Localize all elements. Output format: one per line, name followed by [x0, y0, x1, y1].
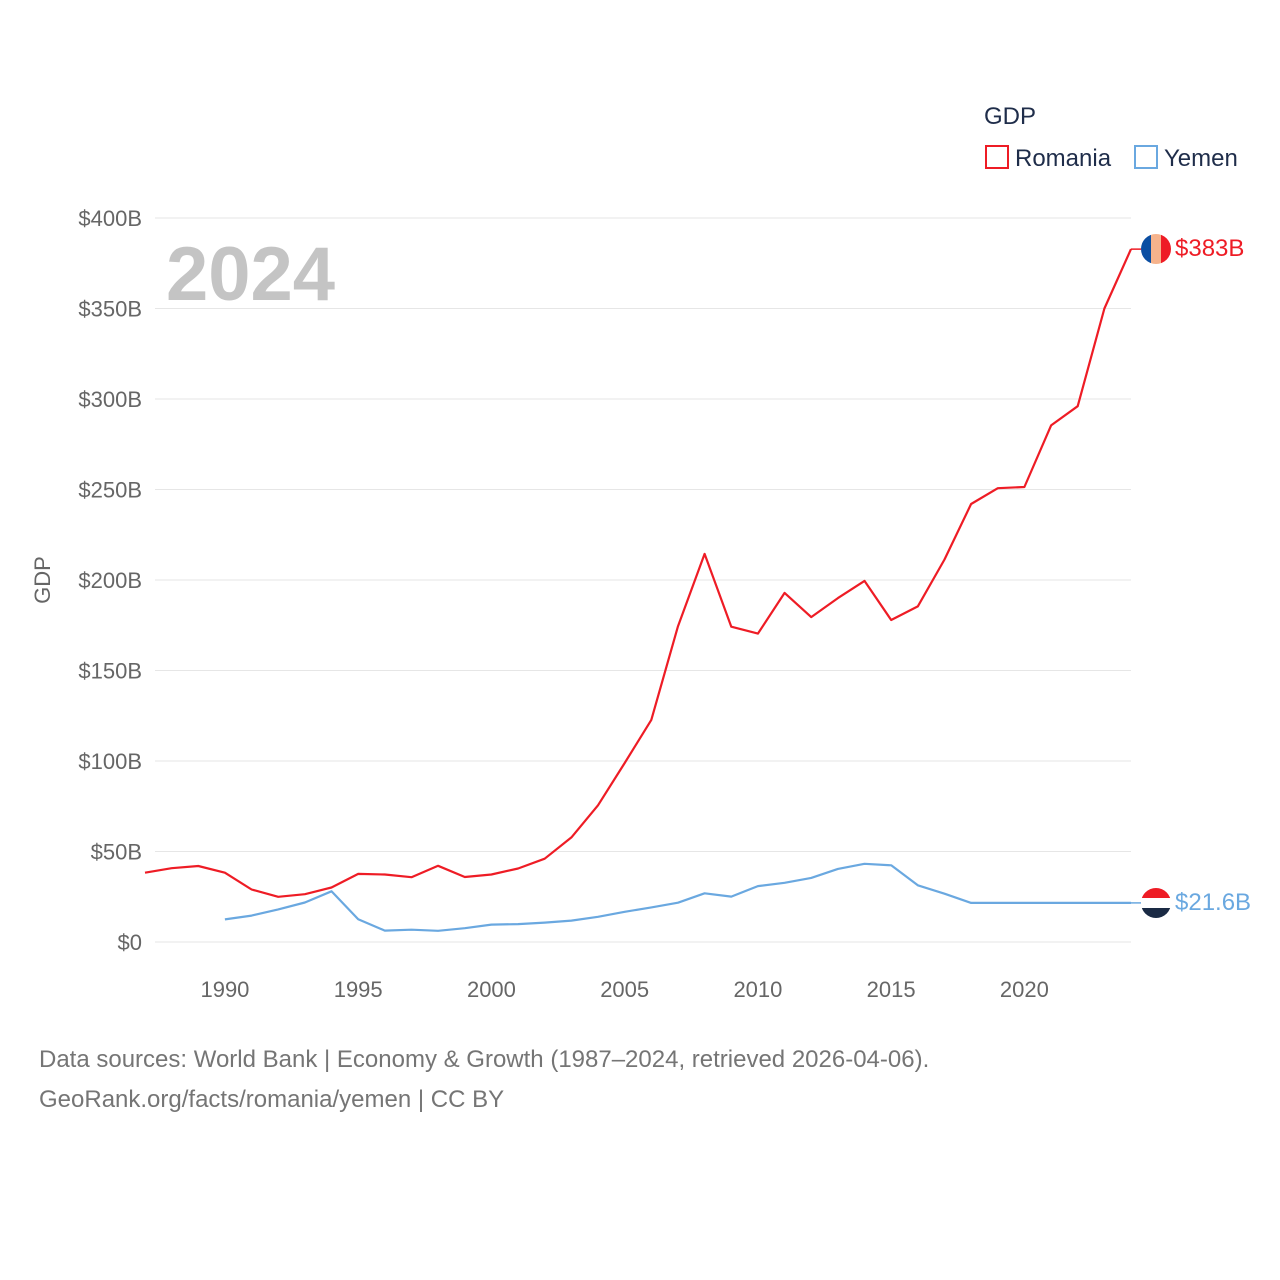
- gridlines: [155, 217, 1131, 943]
- legend-swatch-romania[interactable]: [985, 145, 1009, 169]
- romania-flag-icon: [1141, 234, 1171, 264]
- y-tick-label: $300B: [78, 387, 142, 412]
- y-tick-label: $250B: [78, 478, 142, 503]
- source-link[interactable]: GeoRank.org/facts/romania/yemen | CC BY: [39, 1086, 505, 1113]
- legend-label-yemen[interactable]: Yemen: [1164, 145, 1238, 172]
- y-axis-label: GDP: [30, 556, 55, 604]
- y-tick-label: $400B: [78, 206, 142, 231]
- y-tick-label: $350B: [78, 297, 142, 322]
- y-tick-label: $0: [118, 930, 142, 955]
- yemen-flag-icon: [1141, 888, 1171, 918]
- y-tick-label: $100B: [78, 749, 142, 774]
- x-tick-label: 2005: [600, 977, 649, 1002]
- year-watermark: 2024: [166, 232, 335, 317]
- y-axis-ticks: $0 $50B $100B $150B $200B $250B $300B $350B $400…: [78, 206, 142, 955]
- legend: GDP Romania Yemen: [984, 103, 1238, 172]
- x-tick-label: 2000: [467, 977, 516, 1002]
- data-sources-text: Data sources: World Bank | Economy & Gro…: [39, 1046, 930, 1073]
- x-tick-label: 2015: [867, 977, 916, 1002]
- y-tick-label: $150B: [78, 659, 142, 684]
- x-axis-ticks: 1990 1995 2000 2005 2010 2015 2020: [200, 977, 1048, 1002]
- series-lines: [144, 248, 1141, 932]
- footer: Data sources: World Bank | Economy & Gro…: [39, 1040, 929, 1120]
- end-label-romania: $383B: [1175, 235, 1244, 262]
- legend-swatch-yemen[interactable]: [1134, 145, 1158, 169]
- x-tick-label: 1995: [334, 977, 383, 1002]
- end-label-yemen: $21.6B: [1175, 889, 1251, 916]
- series-line-romania[interactable]: [144, 248, 1133, 898]
- y-tick-label: $200B: [78, 568, 142, 593]
- x-tick-label: 1990: [200, 977, 249, 1002]
- x-tick-label: 2010: [733, 977, 782, 1002]
- series-line-yemen[interactable]: [224, 862, 1131, 932]
- legend-label-romania[interactable]: Romania: [1015, 145, 1112, 172]
- x-tick-label: 2020: [1000, 977, 1049, 1002]
- y-tick-label: $50B: [91, 840, 142, 865]
- legend-title: GDP: [984, 103, 1036, 130]
